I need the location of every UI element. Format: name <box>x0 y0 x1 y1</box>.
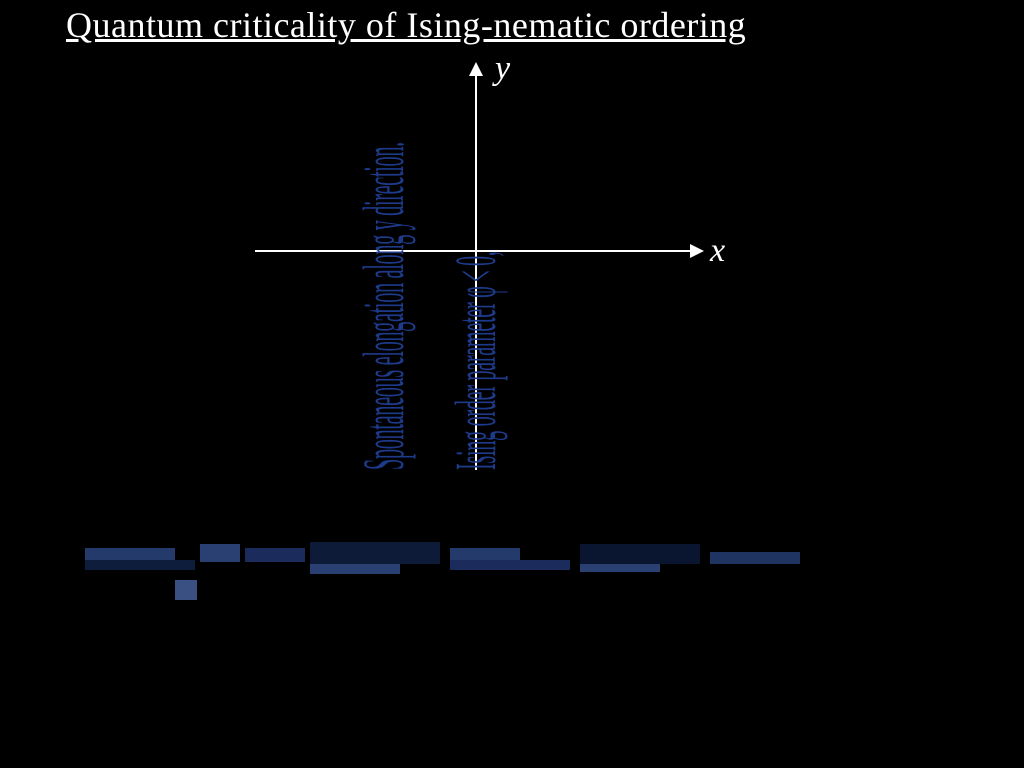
artifact-block <box>580 544 700 564</box>
artifact-block <box>450 560 570 570</box>
artifact-block <box>310 564 400 574</box>
artifact-block <box>85 560 195 570</box>
page-title: Quantum criticality of Ising-nematic ord… <box>66 4 746 46</box>
vertical-caption-1: Spontaneous elongation along y direction… <box>350 142 417 470</box>
artifact-block <box>175 580 197 600</box>
y-axis-label: y <box>495 50 510 88</box>
artifact-block <box>245 548 305 562</box>
artifact-block <box>310 542 440 564</box>
bottom-artifact-strip <box>80 524 820 614</box>
x-axis-label: x <box>710 232 725 270</box>
artifact-block <box>200 544 240 562</box>
vertical-caption-2: Ising order parameter φ < 0, <box>442 251 509 470</box>
x-axis-arrow-icon <box>690 244 704 258</box>
coordinate-diagram: y x Spontaneous elongation along y direc… <box>220 50 720 490</box>
artifact-block <box>85 548 175 560</box>
artifact-block <box>710 552 800 564</box>
y-axis-arrow-icon <box>469 62 483 76</box>
artifact-block <box>450 548 520 560</box>
artifact-block <box>580 564 660 572</box>
